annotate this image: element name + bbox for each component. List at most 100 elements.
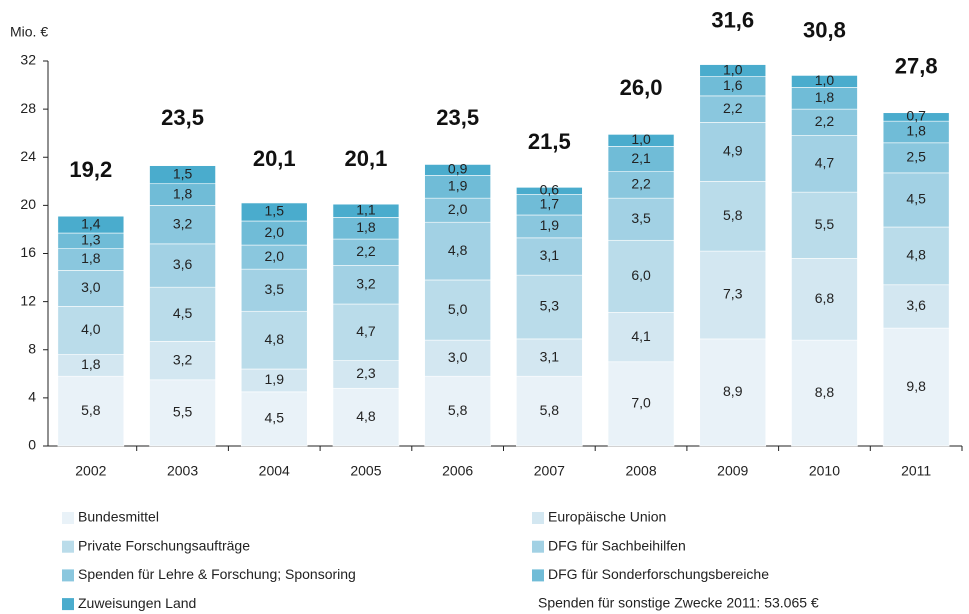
value-label: 7,0 — [631, 395, 651, 411]
bar-segment — [607, 312, 675, 363]
bar-segment — [699, 250, 767, 340]
y-tick-label: 32 — [20, 52, 36, 68]
legend-swatch — [532, 512, 544, 524]
legend-label: Europäische Union — [548, 509, 666, 525]
value-label: 1,8 — [906, 123, 926, 139]
value-label: 5,8 — [81, 402, 101, 418]
bar-segment — [699, 181, 767, 252]
value-label: 4,5 — [265, 410, 285, 426]
bar-segment — [332, 238, 400, 266]
value-label: 3,0 — [81, 279, 101, 295]
bar-segment — [424, 375, 491, 447]
bar-segment — [332, 203, 400, 218]
bar-segment — [607, 146, 675, 172]
value-label: 3,1 — [540, 247, 560, 263]
y-tick-label: 8 — [28, 340, 36, 356]
value-label: 8,8 — [815, 384, 835, 400]
value-label: 2,5 — [906, 149, 926, 165]
value-label: 7,3 — [723, 286, 743, 302]
bar-segment — [240, 310, 308, 370]
bar-segment — [424, 339, 491, 377]
value-label: 5,3 — [540, 298, 560, 314]
value-label: 4,8 — [448, 242, 468, 258]
bar-segment — [332, 360, 400, 389]
value-label: 1,8 — [356, 219, 376, 235]
legend-swatch — [62, 598, 74, 611]
bar-segment — [882, 142, 950, 174]
value-label: 9,8 — [906, 378, 926, 394]
bar-segment — [607, 197, 675, 241]
bar-segment — [149, 379, 216, 447]
bar-segment — [791, 75, 858, 88]
value-label: 4,9 — [723, 143, 743, 159]
bar-segment — [149, 243, 216, 288]
bar-segment — [240, 202, 308, 222]
total-label: 23,5 — [161, 105, 204, 130]
value-label: 2,1 — [631, 150, 651, 166]
value-label: 0,7 — [906, 108, 926, 124]
value-label: 4,7 — [356, 323, 376, 339]
value-label: 5,8 — [540, 402, 560, 418]
bar-segment — [424, 279, 491, 341]
bar-segment — [149, 165, 216, 185]
value-label: 1,6 — [723, 77, 743, 93]
total-label: 31,6 — [711, 8, 754, 33]
legend-label: DFG für Sonderforschungsbereiche — [548, 566, 769, 582]
value-label: 4,1 — [631, 328, 651, 344]
value-label: 3,2 — [173, 215, 193, 231]
value-label: 3,6 — [906, 297, 926, 313]
value-label: 3,2 — [173, 351, 193, 367]
value-label: 4,0 — [81, 321, 101, 337]
bar-segment — [516, 237, 583, 276]
value-label: 2,2 — [723, 100, 743, 116]
legend-swatch — [62, 569, 74, 582]
value-label: 1,8 — [81, 250, 101, 266]
bar-segment — [149, 205, 216, 245]
annotation: Spenden für sonstige Zwecke 2011: 53.065… — [538, 595, 819, 611]
value-label: 1,8 — [81, 356, 101, 372]
x-tick-label: 2004 — [259, 463, 290, 479]
value-label: 0,9 — [448, 161, 468, 177]
y-tick-label: 28 — [20, 100, 36, 116]
value-label: 4,5 — [173, 305, 193, 321]
bar-segment — [332, 387, 400, 447]
value-label: 1,7 — [540, 195, 560, 211]
value-label: 5,8 — [723, 207, 743, 223]
bar-segment — [791, 135, 858, 193]
value-label: 4,8 — [265, 331, 285, 347]
value-label: 1,0 — [815, 72, 835, 88]
bar-segment — [516, 187, 583, 195]
bar-segment — [791, 108, 858, 136]
x-tick-label: 2005 — [350, 463, 381, 479]
value-label: 3,5 — [265, 281, 285, 297]
bar-segment — [791, 258, 858, 341]
value-label: 2,2 — [356, 243, 376, 259]
bar-segment — [149, 341, 216, 381]
value-label: 4,8 — [906, 247, 926, 263]
y-tick-label: 12 — [20, 292, 36, 308]
value-label: 2,2 — [815, 113, 835, 129]
total-label: 27,8 — [895, 53, 938, 78]
value-label: 6,0 — [631, 267, 651, 283]
value-label: 4,5 — [906, 191, 926, 207]
value-label: 6,8 — [815, 290, 835, 306]
x-tick-label: 2009 — [717, 463, 748, 479]
value-label: 1,3 — [81, 232, 101, 248]
bar-segment — [607, 361, 675, 447]
value-label: 1,5 — [265, 203, 285, 219]
value-label: 4,7 — [815, 155, 835, 171]
value-label: 1,8 — [815, 89, 835, 105]
legend-swatch — [532, 569, 544, 582]
total-label: 23,5 — [436, 105, 479, 130]
value-label: 1,5 — [173, 165, 193, 181]
value-label: 5,0 — [448, 301, 468, 317]
value-label: 1,0 — [723, 61, 743, 77]
x-tick-label: 2007 — [534, 463, 565, 479]
x-tick-label: 2003 — [167, 463, 198, 479]
legend-swatch — [62, 540, 74, 553]
legend-label: Spenden für Lehre & Forschung; Sponsorin… — [78, 566, 356, 582]
x-tick-label: 2002 — [75, 463, 106, 479]
bar-segment — [240, 391, 308, 447]
bar-segment — [424, 164, 491, 176]
total-label: 30,8 — [803, 17, 846, 42]
